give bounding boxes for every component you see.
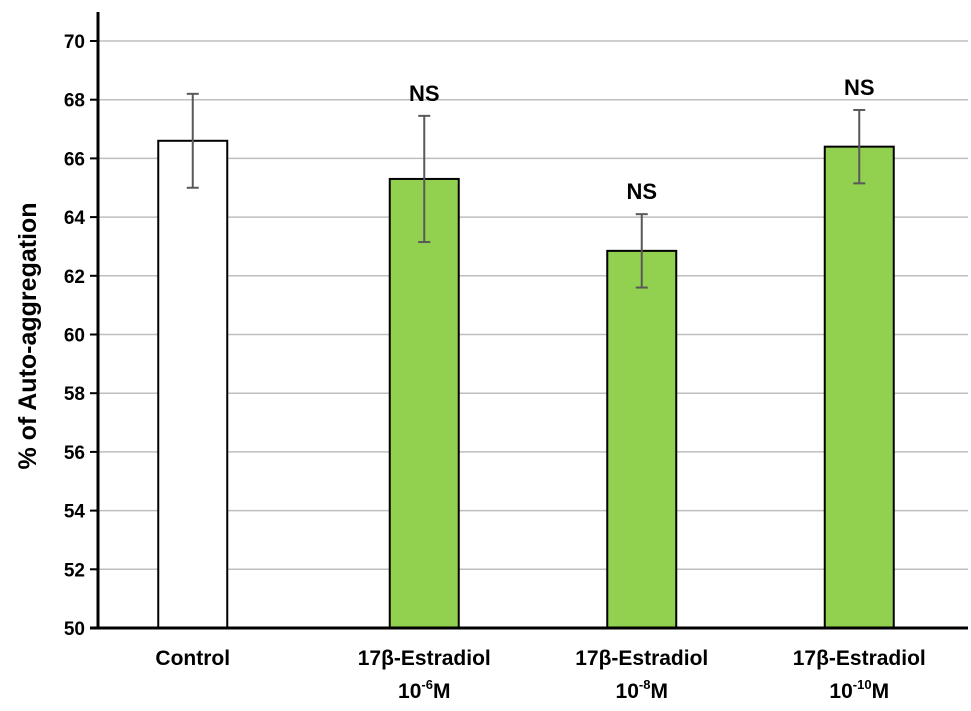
y-tick-labels: 50 52 54 56 58 60 62 64 66 68 70: [64, 32, 86, 640]
y-tick-label: 70: [64, 32, 85, 53]
significance-label: NS: [626, 179, 657, 204]
y-tick-label: 64: [64, 208, 86, 229]
y-tick-label: 66: [64, 149, 85, 170]
bar: [606, 249, 678, 629]
y-tick-label: 60: [64, 326, 85, 347]
annotations: NS NS NS: [409, 75, 875, 204]
gridlines: [98, 40, 968, 571]
bars: [157, 139, 895, 629]
bar: [157, 139, 229, 629]
x-tick-label: Control: [155, 647, 230, 670]
y-tick-label: 56: [64, 443, 85, 464]
y-tick-label: 58: [64, 384, 85, 405]
y-tick-label: 54: [64, 502, 86, 523]
x-tick-label-concentration: 10-6M: [398, 677, 450, 703]
significance-label: NS: [409, 81, 440, 106]
y-tick-label: 52: [64, 560, 85, 581]
x-tick-label: 17β-Estradiol: [575, 647, 708, 670]
x-tick-label: 17β-Estradiol: [793, 647, 926, 670]
y-tick-label: 68: [64, 91, 85, 112]
bar: [388, 177, 460, 629]
x-tick-labels: Control 17β-Estradiol 10-6M 17β-Estradiol 10…: [155, 647, 925, 703]
error-bars: [186, 92, 866, 289]
y-axis-label: % of Auto-aggregation: [14, 202, 42, 469]
x-tick-label: 17β-Estradiol: [358, 647, 491, 670]
x-tick-label-concentration: 10-8M: [616, 677, 668, 703]
y-tick-label: 50: [64, 619, 85, 640]
significance-label: NS: [844, 75, 875, 100]
x-tick-label-concentration: 10-10M: [829, 677, 889, 703]
y-tick-label: 62: [64, 267, 85, 288]
axes: [90, 12, 968, 630]
bar: [823, 145, 895, 629]
